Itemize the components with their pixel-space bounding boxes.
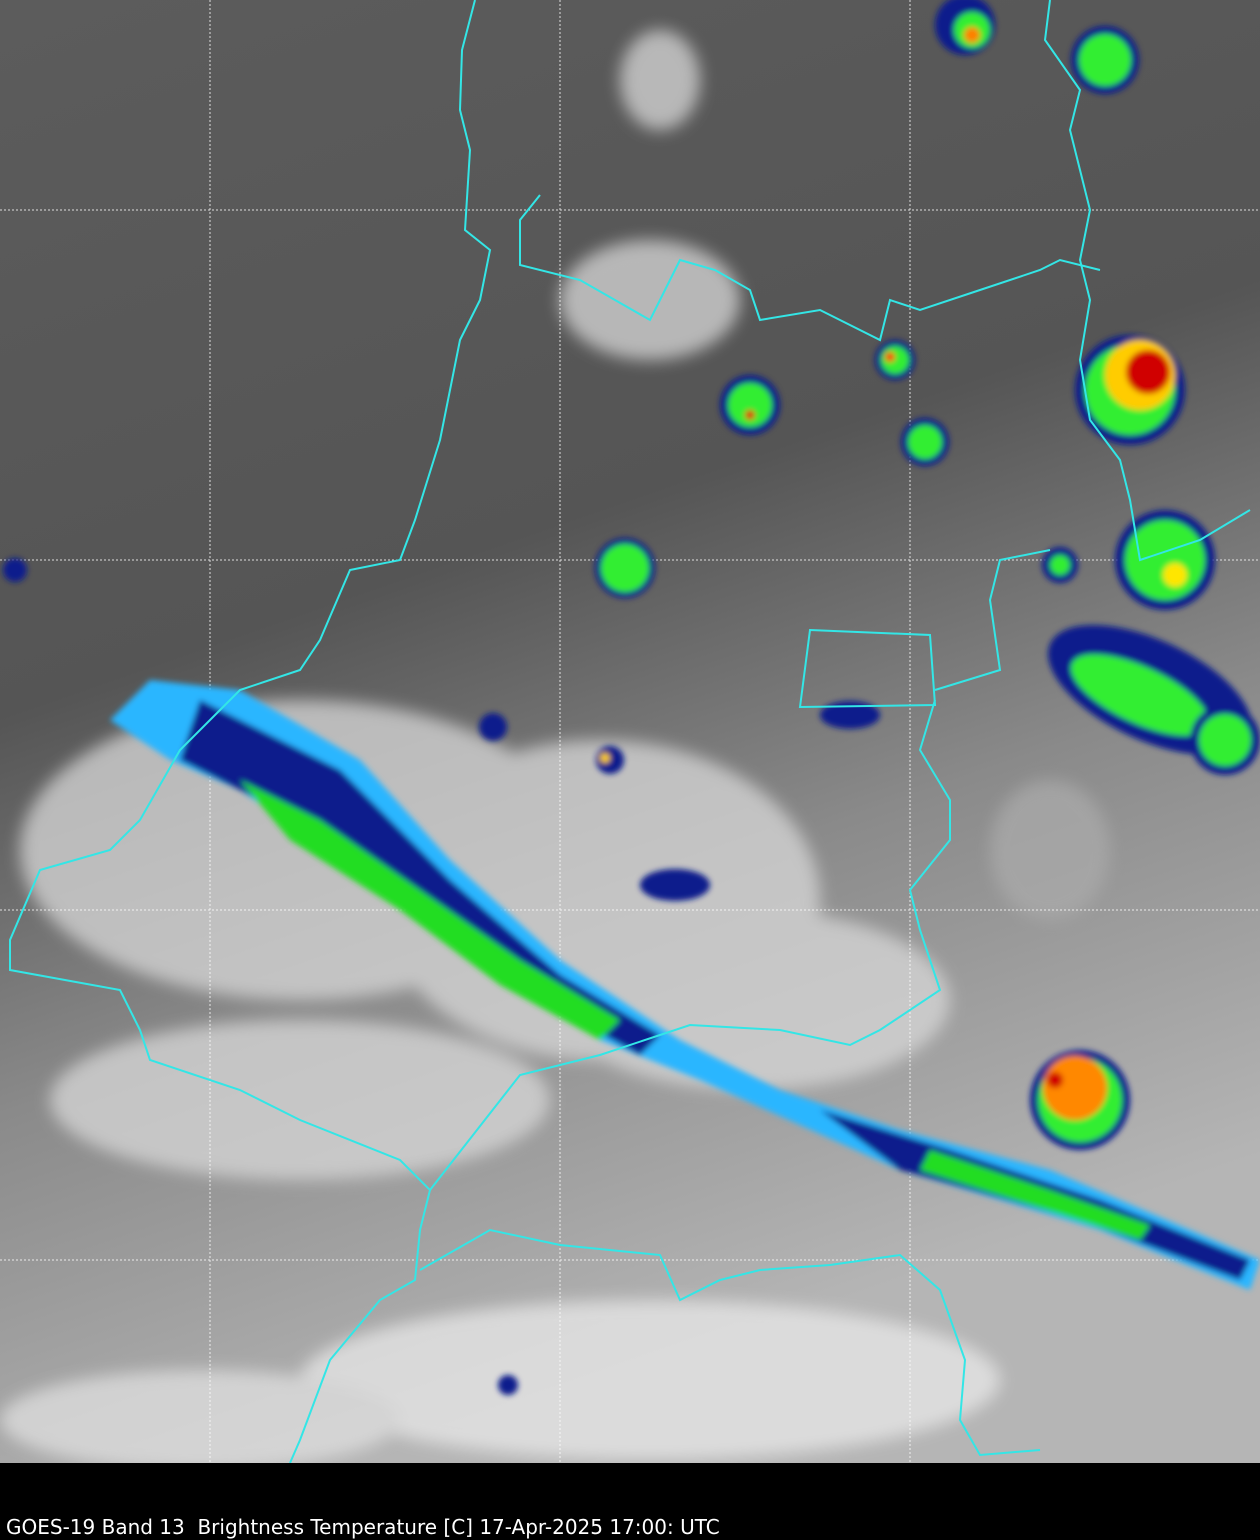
storm-band xyxy=(110,680,1260,1290)
political-borders xyxy=(9,0,1251,1463)
image-caption: GOES-19 Band 13 Brightness Temperature [… xyxy=(6,1515,720,1539)
satellite-image xyxy=(0,0,1260,1463)
storm-cells xyxy=(3,0,1260,1395)
